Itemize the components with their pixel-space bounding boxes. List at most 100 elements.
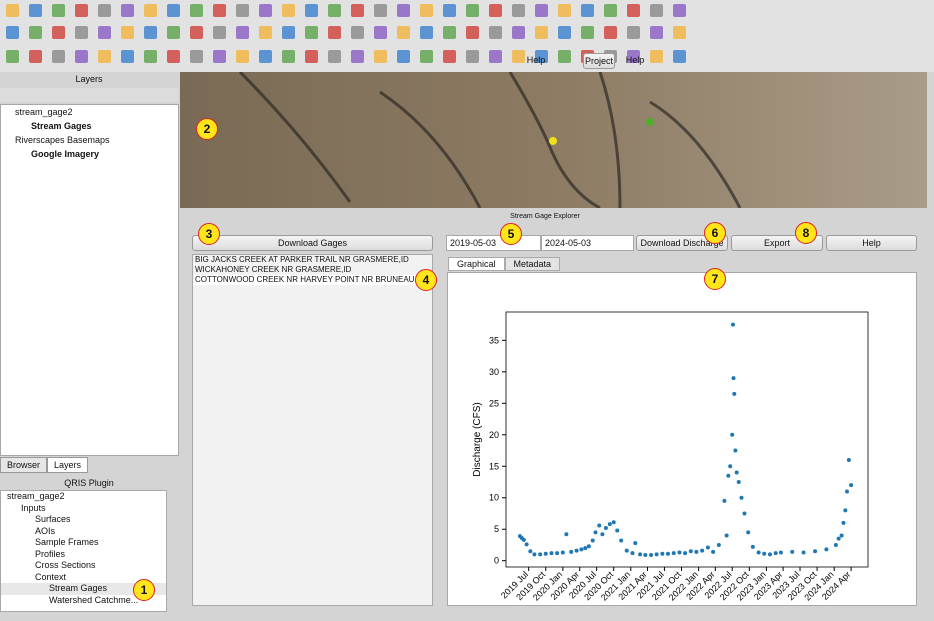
toolbar-icon[interactable] <box>650 26 663 39</box>
toolbar-icon[interactable] <box>305 50 318 63</box>
toolbar-icon[interactable] <box>535 4 548 17</box>
toolbar-icon[interactable] <box>52 4 65 17</box>
toolbar-icon[interactable] <box>167 4 180 17</box>
toolbar-icon[interactable] <box>6 50 19 63</box>
toolbar-icon[interactable] <box>443 4 456 17</box>
layer-item[interactable]: stream_gage2 <box>15 107 73 117</box>
toolbar-icon[interactable] <box>443 26 456 39</box>
toolbar-icon[interactable] <box>512 4 525 17</box>
toolbar-icon[interactable] <box>236 26 249 39</box>
dock-tab[interactable]: Layers <box>47 457 89 473</box>
toolbar-icon[interactable] <box>282 26 295 39</box>
toolbar-icon[interactable] <box>673 50 686 63</box>
toolbar-icon[interactable] <box>29 4 42 17</box>
toolbar-icon[interactable] <box>75 50 88 63</box>
toolbar-icon[interactable] <box>213 50 226 63</box>
toolbar-icon[interactable] <box>397 4 410 17</box>
start-date[interactable]: 2019-05-03 <box>446 235 541 251</box>
toolbar-icon[interactable] <box>604 4 617 17</box>
tree-item[interactable]: Watershed Catchme... <box>49 594 139 605</box>
toolbar-icon[interactable] <box>328 4 341 17</box>
toolbar-icon[interactable] <box>489 26 502 39</box>
toolbar-icon[interactable] <box>512 26 525 39</box>
tree-item[interactable]: Stream Gages <box>1 583 166 595</box>
toolbar-icon[interactable] <box>604 26 617 39</box>
toolbar-icon[interactable] <box>52 50 65 63</box>
toolbar-icon[interactable] <box>282 50 295 63</box>
toolbar-icon[interactable] <box>328 26 341 39</box>
toolbar-icon[interactable] <box>213 4 226 17</box>
toolbar-icon[interactable] <box>259 26 272 39</box>
toolbar-icon[interactable] <box>144 4 157 17</box>
toolbar-icon[interactable] <box>98 4 111 17</box>
toolbar-icon[interactable] <box>190 50 203 63</box>
toolbar-icon[interactable] <box>627 50 640 63</box>
toolbar-icon[interactable] <box>75 4 88 17</box>
toolbar-icon[interactable] <box>190 4 203 17</box>
toolbar-icon[interactable] <box>512 50 525 63</box>
toolbar-icon[interactable] <box>121 4 134 17</box>
toolbar-icon[interactable] <box>673 4 686 17</box>
toolbar-icon[interactable] <box>650 4 663 17</box>
gage-item[interactable]: WICKAHONEY CREEK NR GRASMERE,ID <box>195 265 352 274</box>
toolbar-icon[interactable] <box>29 26 42 39</box>
toolbar-icon[interactable] <box>420 26 433 39</box>
gage-item[interactable]: COTTONWOOD CREEK NR HARVEY POINT NR BRUN… <box>193 275 432 285</box>
toolbar-icon[interactable] <box>167 26 180 39</box>
toolbar-icon[interactable] <box>420 4 433 17</box>
toolbar-icon[interactable] <box>236 4 249 17</box>
toolbar-icon[interactable] <box>466 26 479 39</box>
toolbar-icon[interactable] <box>144 26 157 39</box>
toolbar-icon[interactable] <box>627 4 640 17</box>
project-button[interactable]: Project <box>583 53 615 69</box>
toolbar-icon[interactable] <box>374 50 387 63</box>
toolbar-icon[interactable] <box>213 26 226 39</box>
layer-item[interactable]: Stream Gages <box>31 121 92 131</box>
toolbar-icon[interactable] <box>397 26 410 39</box>
download-gages-button[interactable]: Download Gages <box>192 235 433 251</box>
tree-item[interactable]: Profiles <box>35 548 66 559</box>
toolbar-icon[interactable] <box>259 4 272 17</box>
help-button[interactable]: Help <box>826 235 917 251</box>
toolbar-icon[interactable] <box>52 26 65 39</box>
toolbar-icon[interactable] <box>305 26 318 39</box>
toolbar-icon[interactable] <box>75 26 88 39</box>
end-date[interactable]: 2024-05-03 <box>541 235 634 251</box>
toolbar-icon[interactable] <box>282 4 295 17</box>
tree-item[interactable]: Cross Sections <box>35 560 96 570</box>
tree-item[interactable]: Sample Frames <box>35 537 99 547</box>
toolbar-icon[interactable] <box>535 26 548 39</box>
toolbar-icon[interactable] <box>443 50 456 63</box>
toolbar-icon[interactable] <box>420 50 433 63</box>
toolbar-icon[interactable] <box>351 26 364 39</box>
toolbar-icon[interactable] <box>374 4 387 17</box>
layer-item[interactable]: Riverscapes Basemaps <box>15 135 110 145</box>
tree-item[interactable]: Surfaces <box>35 514 71 524</box>
toolbar-icon[interactable] <box>305 4 318 17</box>
toolbar-icon[interactable] <box>236 50 249 63</box>
toolbar-icon[interactable] <box>558 4 571 17</box>
toolbar-icon[interactable] <box>466 4 479 17</box>
toolbar-icon[interactable] <box>190 26 203 39</box>
toolbar-icon[interactable] <box>581 26 594 39</box>
tree-item[interactable]: Context <box>35 571 67 582</box>
chart-tab[interactable]: Metadata <box>504 257 561 271</box>
toolbar-icon[interactable] <box>489 4 502 17</box>
toolbar-icon[interactable] <box>374 26 387 39</box>
tree-item[interactable]: AOIs <box>35 525 56 536</box>
toolbar-icon[interactable] <box>6 4 19 17</box>
toolbar-icon[interactable] <box>121 50 134 63</box>
toolbar-icon[interactable] <box>581 4 594 17</box>
toolbar-icon[interactable] <box>535 50 548 63</box>
toolbar-icon[interactable] <box>466 50 479 63</box>
help-button[interactable]: Help <box>625 55 645 65</box>
gage-item[interactable]: BIG JACKS CREEK AT PARKER TRAIL NR GRASM… <box>195 255 409 264</box>
toolbar-icon[interactable] <box>558 50 571 63</box>
help-button[interactable]: Help <box>526 55 546 65</box>
dock-tab[interactable]: Browser <box>0 457 48 473</box>
toolbar-icon[interactable] <box>259 50 272 63</box>
tree-item[interactable]: stream_gage2 <box>7 491 65 501</box>
toolbar-icon[interactable] <box>6 26 19 39</box>
toolbar-icon[interactable] <box>328 50 341 63</box>
toolbar-icon[interactable] <box>673 26 686 39</box>
